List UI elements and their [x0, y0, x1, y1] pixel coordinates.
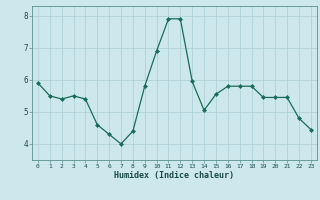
X-axis label: Humidex (Indice chaleur): Humidex (Indice chaleur): [115, 171, 234, 180]
